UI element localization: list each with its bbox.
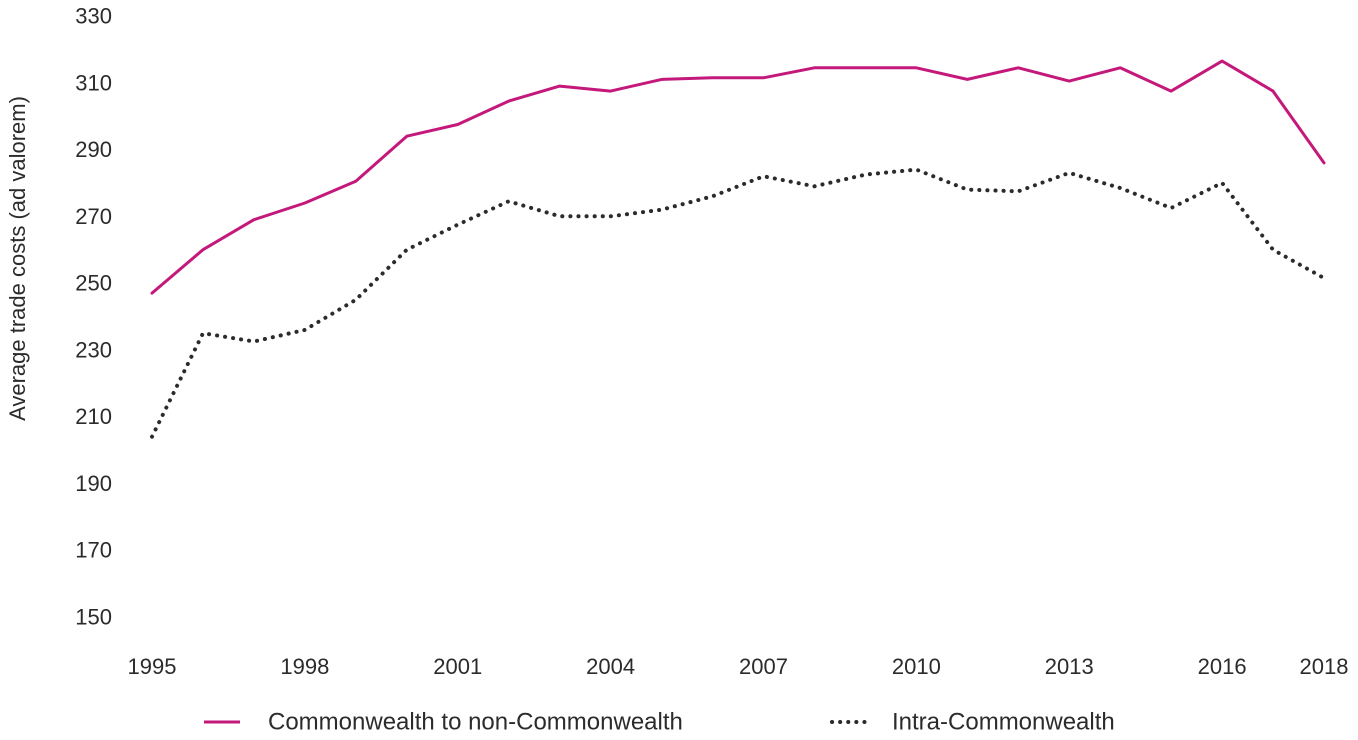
y-tick-label-170: 170 — [75, 538, 112, 563]
x-tick-label-2018: 2018 — [1300, 654, 1349, 679]
x-tick-label-2001: 2001 — [433, 654, 482, 679]
y-tick-label-290: 290 — [75, 137, 112, 162]
x-tick-label-2016: 2016 — [1198, 654, 1247, 679]
series-layer — [150, 59, 1326, 439]
y-tick-label-270: 270 — [75, 204, 112, 229]
legend: Commonwealth to non-Commonwealth Intra-C… — [204, 709, 1115, 736]
y-tick-label-210: 210 — [75, 404, 112, 429]
x-tick-label-2013: 2013 — [1045, 654, 1094, 679]
x-tick-label-2010: 2010 — [892, 654, 941, 679]
x-tick-label-1998: 1998 — [280, 654, 329, 679]
y-tick-label-230: 230 — [75, 337, 112, 362]
y-axis-title: Average trade costs (ad valorem) — [5, 96, 30, 421]
y-tick-label-310: 310 — [75, 70, 112, 95]
legend-label-intra-commonwealth: Intra-Commonwealth — [892, 709, 1115, 736]
x-tick-label-2004: 2004 — [586, 654, 635, 679]
y-tick-label-150: 150 — [75, 605, 112, 630]
x-tick-label-2007: 2007 — [739, 654, 788, 679]
x-tick-label-1995: 1995 — [128, 654, 177, 679]
legend-label-commonwealth-to-non-commonwealth: Commonwealth to non-Commonwealth — [268, 709, 683, 736]
series-line-intra-commonwealth — [150, 167, 1326, 439]
y-tick-label-250: 250 — [75, 271, 112, 296]
y-tick-label-330: 330 — [75, 4, 112, 29]
y-axis-ticks: 150 170 190 210 230 250 270 290 310 330 — [75, 4, 112, 630]
x-axis-ticks: 1995 1998 2001 2004 2007 2010 2013 2016 2018 — [128, 654, 1349, 679]
y-tick-label-190: 190 — [75, 471, 112, 496]
series-line-commonwealth-to-non-commonwealth — [150, 59, 1326, 295]
